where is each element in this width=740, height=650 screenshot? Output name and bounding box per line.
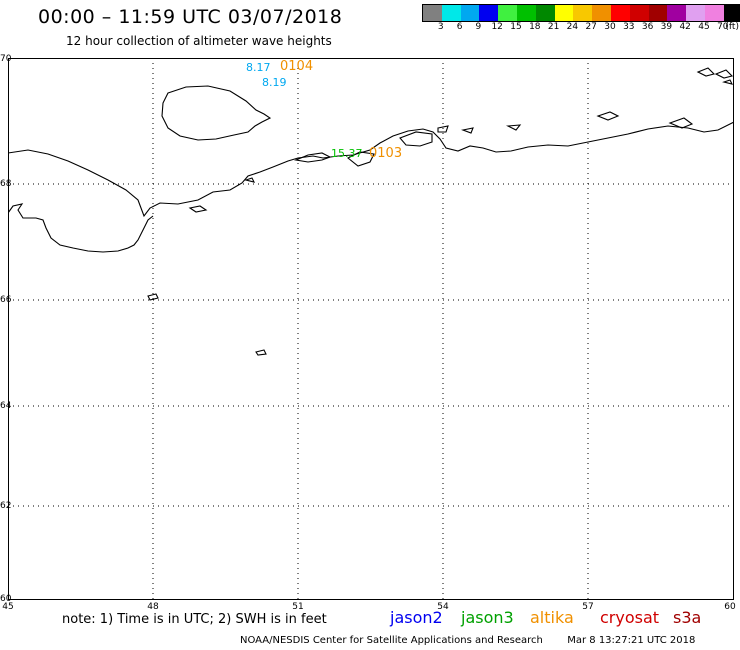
color-swatch (629, 5, 649, 21)
color-swatch (516, 5, 536, 21)
map-plot (8, 58, 734, 600)
color-scale-label: 21 (547, 22, 560, 32)
color-swatch (667, 5, 687, 21)
color-swatch (423, 5, 442, 21)
lon-label-51: 51 (292, 602, 304, 612)
pass-time-label: 0103 (369, 146, 403, 161)
color-scale-label: 3 (437, 22, 444, 32)
lat-label-62: 62 (0, 501, 12, 511)
timestamp-text: Mar 8 13:27:21 UTC 2018 (567, 635, 696, 646)
lat-label-60: 60 (0, 594, 12, 604)
legend-altika: altika (530, 608, 574, 627)
legend-jason3: jason3 (461, 608, 514, 627)
note-text: note: 1) Time is in UTC; 2) SWH is in fe… (62, 612, 327, 627)
color-scale-label: 18 (529, 22, 541, 32)
color-scale-label: 9 (475, 22, 482, 32)
lon-label-60: 60 (724, 602, 736, 612)
color-scale-label: 42 (679, 22, 691, 32)
color-swatch (592, 5, 611, 21)
coastline (8, 67, 734, 356)
color-scale-label: 36 (641, 22, 654, 32)
color-scale-label: 39 (660, 22, 673, 32)
lon-label-45: 45 (2, 602, 14, 612)
lat-label-64: 64 (0, 401, 12, 411)
wave-height-label: 8.17 (246, 61, 271, 74)
color-swatch (723, 5, 740, 21)
credit-text: NOAA/NESDIS Center for Satellite Applica… (240, 635, 543, 646)
map-subtitle: 12 hour collection of altimeter wave hei… (66, 34, 332, 48)
wave-height-label: 15.37 (331, 147, 363, 160)
lat-label-70: 70 (0, 54, 12, 64)
legend-s3a: s3a (673, 608, 702, 627)
color-scale-label: 33 (623, 22, 635, 32)
lon-label-48: 48 (147, 602, 159, 612)
color-swatch (441, 5, 461, 21)
color-swatch (498, 5, 517, 21)
color-scale-label: 24 (566, 22, 579, 32)
color-swatch (479, 5, 499, 21)
lon-label-57: 57 (582, 602, 594, 612)
color-scale-label: 45 (698, 22, 710, 32)
legend-cryosat: cryosat (600, 608, 660, 627)
map-title: 00:00 – 11:59 UTC 03/07/2018 (38, 6, 343, 28)
color-swatch (554, 5, 574, 21)
color-swatch (704, 5, 724, 21)
wave-height-label: 8.19 (262, 76, 287, 89)
pass-time-label: 0104 (280, 59, 314, 74)
lon-label-54: 54 (437, 602, 449, 612)
wave-height-color-scale (422, 4, 740, 22)
color-swatch (648, 5, 668, 21)
legend-jason2: jason2 (390, 608, 443, 627)
color-swatch (460, 5, 480, 21)
color-scale-label: 70 (717, 22, 729, 32)
lat-label-66: 66 (0, 295, 12, 305)
color-scale-label: 30 (604, 22, 616, 32)
color-scale-label: 15 (510, 22, 522, 32)
lat-label-68: 68 (0, 179, 12, 189)
color-scale-label: 27 (585, 22, 597, 32)
color-scale-label: 6 (456, 22, 463, 32)
color-scale-labels: 3 6 9 12 15 18 21 24 27 30 33 36 39 42 45 70 (ft) (422, 22, 740, 34)
color-scale-label: 12 (491, 22, 503, 32)
color-scale-label: (ft) (725, 22, 739, 32)
color-swatch (686, 5, 705, 21)
color-swatch (610, 5, 630, 21)
graticule (8, 58, 734, 600)
footer-credit: NOAA/NESDIS Center for Satellite Applica… (240, 635, 695, 646)
color-swatch (573, 5, 593, 21)
color-swatch (535, 5, 555, 21)
